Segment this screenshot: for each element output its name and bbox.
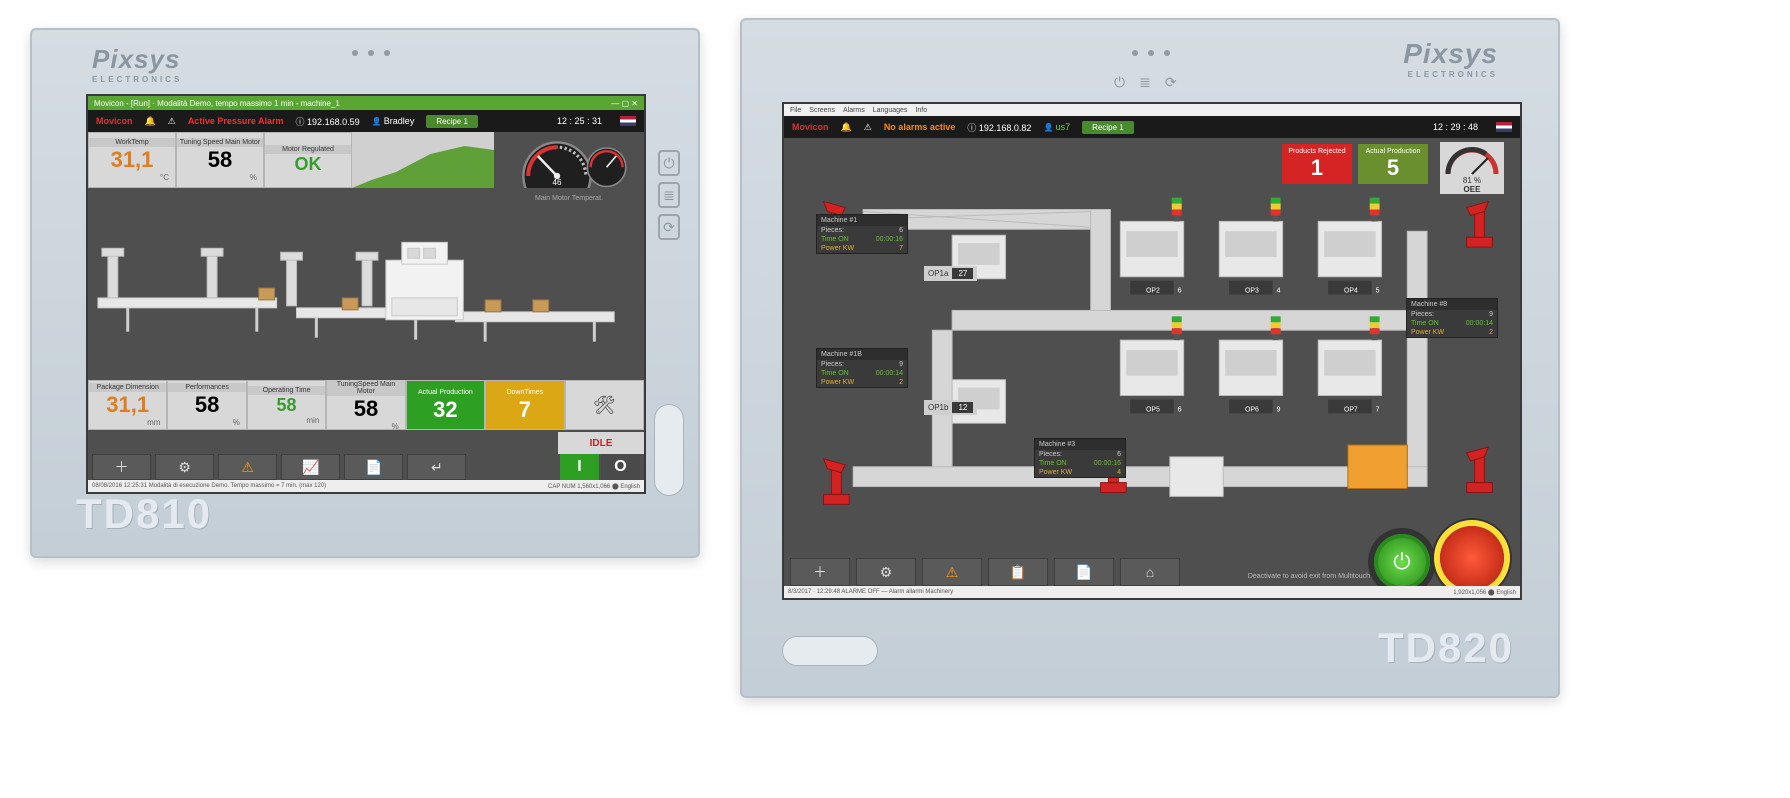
svg-text:46: 46 [553,178,562,187]
alarms-button[interactable]: ⚠ [218,454,277,480]
side-db-icon[interactable]: ≣ [658,182,680,208]
status-bar: 08/08/2016 12:25:31 Modalità di esecuzio… [88,480,644,492]
kpi-pkg-dim: Package Dimension31,1mm [88,380,167,430]
ip-address: 192.168.0.59 [296,115,360,128]
top-status-band: Movicon 🔔⚠ Active Pressure Alarm 192.168… [88,110,644,132]
flag-icon[interactable] [1496,122,1512,132]
status-leds [352,50,390,56]
reports-button[interactable]: 📄 [1054,558,1114,586]
svg-text:OP7: OP7 [1344,406,1358,413]
kpi-row-top: WorkTemp 31,1 °C Tuning Speed Main Motor… [88,132,644,188]
hmi-device-td820: PixsysELECTRONICS ⏻ ≣ ⟳ TD820 FileScreen… [740,18,1560,698]
alarm-text[interactable]: No alarms active [884,122,956,132]
svg-text:6: 6 [1178,406,1182,413]
svg-text:OP5: OP5 [1146,406,1160,413]
status-leds [1132,50,1170,56]
svg-text:9: 9 [1277,406,1281,413]
ip-address: 192.168.0.82 [967,121,1031,134]
kpi-downtimes: DownTimes7 [485,380,564,430]
db-icon[interactable]: ≣ [1139,74,1151,91]
op1a-box[interactable]: OP1a27 [924,266,977,281]
user-name[interactable]: Bradley [372,116,415,126]
screen: FileScreens AlarmsLanguages Info Movicon… [782,102,1522,600]
recipe-button[interactable]: Recipe 1 [426,115,478,128]
machine-card-8[interactable]: Machine #8 Pieces:9 Time ON00:00:14 Powe… [1406,298,1498,338]
clock: 12 : 29 : 48 [1433,122,1478,132]
recipe-button[interactable]: Recipe 1 [1082,121,1134,134]
machine-card-3[interactable]: Machine #3 Pieces:6 Time ON00:00:16 Powe… [1034,438,1126,478]
reports-button[interactable]: 📄 [344,454,403,480]
side-refresh-icon[interactable]: ⟳ [658,214,680,240]
idle-badge: IDLE [558,432,644,454]
clock: 12 : 25 : 31 [557,116,602,126]
app-name: Movicon [792,122,829,132]
model-label: TD810 [76,490,212,538]
settings-button[interactable]: ⚙ [155,454,214,480]
top-hw-icons: ⏻ ≣ ⟳ [1114,74,1177,91]
machine-card-1[interactable]: Machine #1 Pieces:6 Time ON00:00:16 Powe… [816,214,908,254]
process-graphic [88,188,644,388]
bottom-toolbar: ＋ ⚙ ⚠ 📈 📄 ↵ IO [88,454,644,480]
brand-logo: PixsysELECTRONICS [1403,38,1498,79]
recipes-button[interactable]: 📋 [988,558,1048,586]
main-area: WorkTemp 31,1 °C Tuning Speed Main Motor… [88,132,644,492]
brand-logo: PixsysELECTRONICS [92,44,182,84]
alarm-text[interactable]: Active Pressure Alarm [188,116,284,126]
usb-cover [782,636,878,666]
machine-card-1b[interactable]: Machine #1B Pieces:9 Time ON00:00:14 Pow… [816,348,908,388]
svg-text:5: 5 [1376,288,1380,295]
svg-text:OP3: OP3 [1245,288,1259,295]
kpi-motor-regulated: Motor Regulated OK [264,132,352,188]
op1b-box[interactable]: OP1b12 [924,400,977,415]
add-button[interactable]: ＋ [92,454,151,480]
kpi-operating-time: Operating Time58min [247,380,326,430]
home-button[interactable]: ⌂ [1120,558,1180,586]
tools-button[interactable]: 🛠 [565,380,644,430]
refresh-icon[interactable]: ⟳ [1165,74,1177,91]
enter-button[interactable]: ↵ [407,454,466,480]
app-name: Movicon [96,116,133,126]
trends-button[interactable]: 📈 [281,454,340,480]
svg-text:4: 4 [1277,288,1281,295]
user-name[interactable]: us7 [1043,122,1070,132]
window-title: Movicon - [Run] · Modalità Demo, tempo m… [94,99,340,108]
bottom-toolbar: ＋ ⚙ ⚠ 📋 📄 ⌂ [784,558,1186,586]
screen: Movicon - [Run] · Modalità Demo, tempo m… [86,94,646,494]
usb-cover [654,404,684,496]
kpi-tuning-speed: Tuning Speed Main Motor 58 % [176,132,264,188]
window-titlebar: Movicon - [Run] · Modalità Demo, tempo m… [88,96,644,110]
deactivate-hint: Deactivate to avoid exit from Multitouch [1248,573,1370,580]
kpi-performances: Performances58% [167,380,246,430]
on-off-toggle[interactable]: IO [560,454,640,480]
svg-text:OP4: OP4 [1344,288,1358,295]
model-label: TD820 [1378,624,1514,672]
menu-bar[interactable]: FileScreens AlarmsLanguages Info [784,104,1520,116]
svg-text:7: 7 [1376,406,1380,413]
start-button[interactable]: ⏻ [1374,534,1430,590]
kpi-worktemp: WorkTemp 31,1 °C [88,132,176,188]
kpi-row-bottom: Package Dimension31,1mm Performances58% … [88,380,644,430]
svg-text:OP6: OP6 [1245,406,1259,413]
settings-button[interactable]: ⚙ [856,558,916,586]
alarms-button[interactable]: ⚠ [922,558,982,586]
kpi-tuning-speed-2: TuningSpeed Main Motor58% [326,380,405,430]
top-status-band: Movicon 🔔⚠ No alarms active 192.168.0.82… [784,116,1520,138]
kpi-actual-production: Actual Production32 [406,380,485,430]
svg-text:6: 6 [1178,288,1182,295]
main-area: Products Rejected1 Actual Production5 81… [784,138,1520,598]
power-icon[interactable]: ⏻ [1114,74,1125,91]
hmi-device-td810: PixsysELECTRONICS ⏻ ≣ ⟳ TD810 Movicon - … [30,28,700,558]
trend-chart [352,132,494,188]
side-power-icon[interactable]: ⏻ [658,150,680,176]
status-bar: 8/3/2017 · 12:29:48 ALARME OFF — Alarm a… [784,586,1520,598]
add-button[interactable]: ＋ [790,558,850,586]
speedometer-gauge: 46 Main Motor Temperat. [494,132,644,188]
flag-icon[interactable] [620,116,636,126]
estop-button[interactable] [1440,526,1504,590]
svg-text:OP2: OP2 [1146,288,1160,295]
